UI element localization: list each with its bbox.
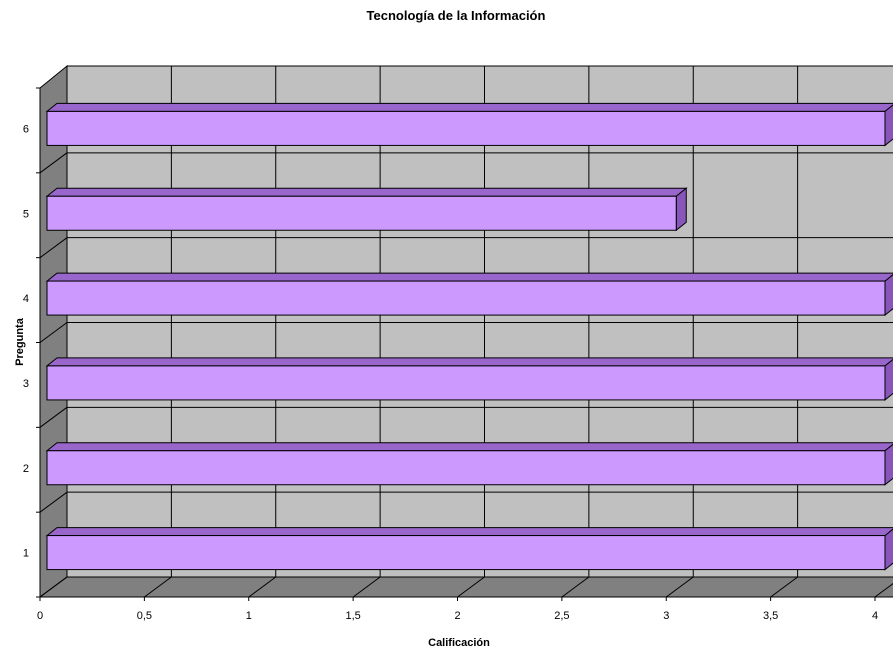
gridlines [39,66,893,598]
x-tick-label: 1 [246,610,252,622]
y-tick-label: 1 [23,548,29,560]
gridline-floor [457,576,485,598]
bar-front-face [46,365,886,401]
bar-3 [45,357,893,401]
y-tick-label: 3 [23,378,29,390]
gridline-floor [39,576,68,598]
x-axis: 0 0,5 1 1,5 2 2,5 3 3,5 4 [37,596,893,622]
gridline-side [39,406,68,428]
x-tick-label: 1,5 [345,610,360,622]
x-tick-label: 3,5 [763,610,778,622]
bar-top-face [45,102,893,112]
bar-side-face [675,187,687,232]
bar-top-face [45,187,688,197]
gridline-floor [561,576,590,598]
gridline-side [39,237,68,259]
gridline-floor [770,576,798,598]
bar-front-face [46,280,886,316]
gridline-floor [352,576,381,598]
gridline-side [39,152,68,174]
bar-1 [45,527,893,571]
gridline-floor [874,583,893,598]
bar-2 [45,442,893,486]
bar-front-face [46,450,886,486]
gridline-side [39,491,68,513]
x-axis-title: Calificación [428,637,490,649]
bar-top-face [45,442,893,452]
chart-title: Tecnología de la Información [367,8,546,23]
x-tick-label: 0 [37,610,43,622]
bars [45,102,893,571]
y-tick-label: 4 [23,293,29,305]
gridline-floor [248,576,277,598]
y-tick-label: 2 [23,463,29,475]
x-tick-label: 0,5 [137,610,152,622]
bar-5 [45,187,688,232]
y-tick-label: 5 [23,208,29,220]
bar-top-face [45,272,893,282]
bar-top-face [45,357,893,367]
y-tick-label: 6 [23,123,29,135]
x-tick-label: 2 [454,610,460,622]
y-axis: 1 2 3 4 5 6 [23,87,41,598]
y-axis-title: Pregunta [14,317,26,366]
gridline-floor [144,576,172,598]
bar-4 [45,272,893,317]
gridline-side [39,322,68,343]
x-tick-label: 3 [663,610,669,622]
gridline-floor [665,576,694,598]
bar-6 [45,102,893,147]
x-tick-label: 2,5 [554,610,569,622]
bar-top-face [45,527,893,537]
x-tick-label: 4 [872,610,878,622]
bar-front-face [46,535,886,571]
bar-front-face [46,110,886,146]
bar-front-face [46,195,677,231]
